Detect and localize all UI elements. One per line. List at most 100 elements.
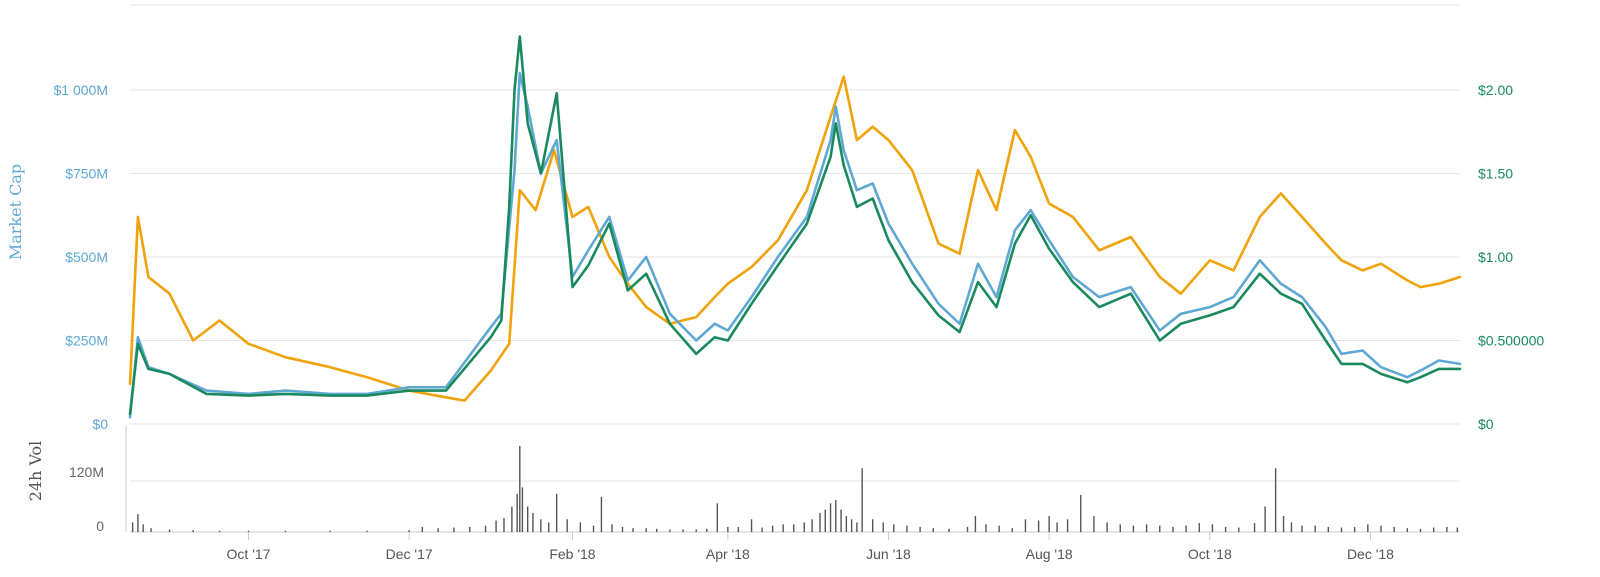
- volume-bar: [1198, 523, 1200, 532]
- volume-bar: [645, 528, 647, 532]
- volume-bar: [484, 525, 487, 532]
- right-tick-label: $0.500000: [1478, 333, 1544, 349]
- volume-bar: [1327, 526, 1330, 532]
- volume-bar: [906, 525, 908, 532]
- volume-bar: [1290, 522, 1293, 532]
- volume-bar: [1446, 526, 1448, 532]
- volume-bar: [1419, 528, 1422, 532]
- volume-bar: [495, 520, 497, 532]
- volume-bar: [761, 527, 763, 532]
- volume-bar: [1393, 526, 1395, 532]
- volume-bar: [1011, 528, 1013, 532]
- left-tick-label: $500M: [65, 249, 108, 265]
- volume-bar: [1253, 523, 1256, 532]
- volume-bar: [548, 522, 550, 532]
- volume-bar: [632, 528, 634, 532]
- volume-bar: [1159, 525, 1161, 532]
- volume-bar: [142, 524, 144, 532]
- volume-bar: [1211, 524, 1214, 532]
- x-tick-label: Oct '18: [1188, 546, 1232, 562]
- x-tick-label: Aug '18: [1026, 546, 1073, 562]
- volume-bar: [803, 522, 805, 532]
- volume-bar: [1066, 519, 1069, 532]
- volume-bar: [856, 522, 858, 532]
- right-tick-label: $2.00: [1478, 82, 1513, 98]
- volume-bar: [1456, 527, 1459, 532]
- grid-layer: [125, 4, 1460, 540]
- volume-bar: [131, 522, 134, 532]
- volume-bar: [168, 529, 171, 532]
- volume-bar: [829, 503, 832, 532]
- left-tick-label: $250M: [65, 333, 108, 349]
- left-tick-label: $0: [92, 416, 108, 432]
- right-tick-label: $1.00: [1478, 249, 1513, 265]
- x-tick-label: Jun '18: [866, 546, 911, 562]
- right-tick-label: $1.50: [1478, 166, 1513, 182]
- volume-bar: [555, 493, 558, 532]
- volume-bar: [1145, 524, 1148, 532]
- volume-bar: [1238, 527, 1240, 532]
- volume-bar: [727, 526, 729, 532]
- volume-bar: [1432, 527, 1435, 532]
- volume-bar: [656, 528, 658, 532]
- left-tick-label: $750M: [65, 166, 108, 182]
- volume-bar: [861, 468, 863, 532]
- volume-bar: [1301, 525, 1303, 532]
- volume-bar: [1132, 525, 1135, 532]
- volume-bar: [526, 506, 529, 532]
- volume-bar: [998, 525, 1000, 532]
- volume-bar: [893, 524, 895, 532]
- volume-bar: [948, 528, 950, 532]
- left-tick-label: $1 000M: [54, 82, 108, 98]
- volume-bar: [284, 530, 287, 532]
- volume-bar: [366, 530, 368, 532]
- volume-bar: [695, 529, 697, 532]
- volume-bar: [1224, 526, 1227, 532]
- volume-bar: [1282, 516, 1285, 532]
- volume-bar: [1264, 506, 1266, 532]
- volume-bar: [1093, 516, 1095, 532]
- volume-bars: [131, 445, 1459, 532]
- right-tick-label: $0: [1478, 416, 1494, 432]
- volume-bar: [1056, 522, 1058, 532]
- volume-bar: [819, 512, 821, 532]
- volume-axis-title: 24h Vol: [26, 441, 45, 502]
- volume-bar: [1024, 519, 1027, 532]
- market-cap-axis-title: Market Cap: [6, 164, 25, 260]
- volume-bar: [566, 519, 568, 532]
- axis-labels: $0 $250M $500M $750M $1 000M $0 $0.500000 $1.00…: [54, 82, 1545, 562]
- volume-bar: [408, 530, 410, 532]
- volume-bar: [706, 528, 708, 532]
- volume-bar: [192, 530, 194, 532]
- volume-bar: [137, 514, 139, 532]
- volume-bar: [850, 519, 853, 532]
- volume-bar: [871, 519, 874, 532]
- volume-bar: [247, 530, 250, 532]
- volume-bar: [985, 524, 987, 532]
- volume-bar: [716, 503, 719, 532]
- volume-bar: [611, 524, 613, 532]
- volume-bar: [1380, 525, 1382, 532]
- volume-bar: [966, 526, 969, 532]
- volume-bar: [919, 526, 921, 532]
- volume-bar: [519, 445, 521, 532]
- x-tick-label: Dec '17: [386, 546, 433, 562]
- volume-bar: [521, 487, 524, 532]
- volume-bar: [811, 519, 813, 532]
- volume-bar: [421, 526, 424, 532]
- volume-bar: [218, 530, 221, 532]
- volume-bar: [516, 493, 518, 532]
- x-tick-label: Feb '18: [549, 546, 595, 562]
- volume-bar: [824, 509, 826, 532]
- x-tick-label: Dec '18: [1347, 546, 1394, 562]
- volume-bar: [1185, 525, 1187, 532]
- volume-bar: [600, 496, 603, 532]
- volume-tick-label: 120M: [69, 464, 104, 480]
- volume-bar: [840, 509, 842, 532]
- series-line-market-cap: [128, 72, 1462, 419]
- series-line-price-usd: [128, 35, 1462, 416]
- volume-bar: [845, 516, 848, 532]
- volume-bar: [771, 525, 774, 532]
- volume-bar: [1340, 527, 1343, 532]
